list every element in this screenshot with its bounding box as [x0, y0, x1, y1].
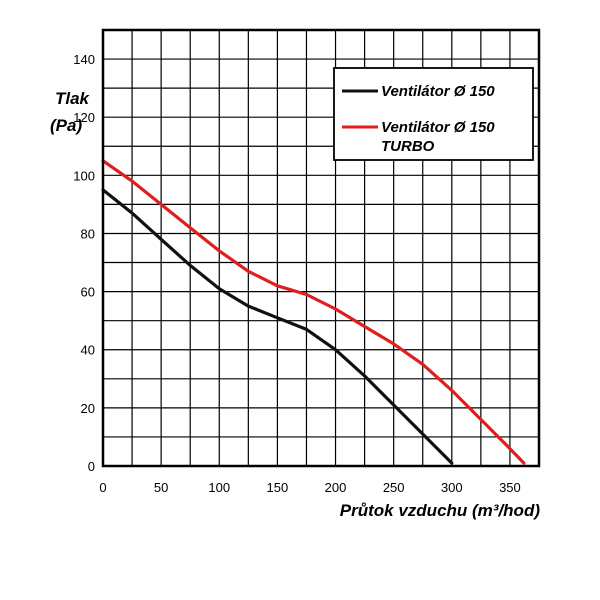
- y-tick-label: 120: [73, 110, 95, 125]
- x-tick-label: 250: [383, 480, 405, 495]
- legend-label-standard: Ventilátor Ø 150: [381, 83, 495, 100]
- plot-frame: [101, 28, 541, 468]
- y-tick-label: 20: [81, 401, 95, 416]
- x-axis-title: Průtok vzduchu (m³/hod): [340, 501, 541, 520]
- y-axis-title-line2: (Pa): [50, 116, 82, 135]
- legend-label-turbo-line1: Ventilátor Ø 150: [381, 119, 495, 136]
- series-line-standard: [101, 188, 454, 465]
- tick-labels: 0 50 100 150 200 250 300 350 0 20 40 60 80 100 120 140: [73, 52, 520, 495]
- x-tick-label: 200: [325, 480, 347, 495]
- y-tick-label: 140: [73, 52, 95, 67]
- x-tick-label: 300: [441, 480, 463, 495]
- x-tick-label: 100: [208, 480, 230, 495]
- series-line-turbo: [101, 159, 526, 465]
- x-tick-label: 150: [267, 480, 289, 495]
- x-tick-label: 350: [499, 480, 521, 495]
- x-tick-label: 0: [99, 480, 106, 495]
- legend-box: [333, 67, 534, 161]
- legend: Ventilátor Ø 150 Ventilátor Ø 150 TURBO: [333, 67, 534, 161]
- y-tick-label: 60: [81, 285, 95, 300]
- y-tick-label: 80: [81, 226, 95, 241]
- series-lines: [101, 159, 526, 465]
- y-tick-label: 0: [88, 459, 95, 474]
- y-axis-title-line1: Tlak: [55, 89, 91, 108]
- y-tick-label: 100: [73, 168, 95, 183]
- x-tick-label: 50: [154, 480, 168, 495]
- y-tick-label: 40: [81, 343, 95, 358]
- legend-label-turbo-line2: TURBO: [381, 138, 435, 155]
